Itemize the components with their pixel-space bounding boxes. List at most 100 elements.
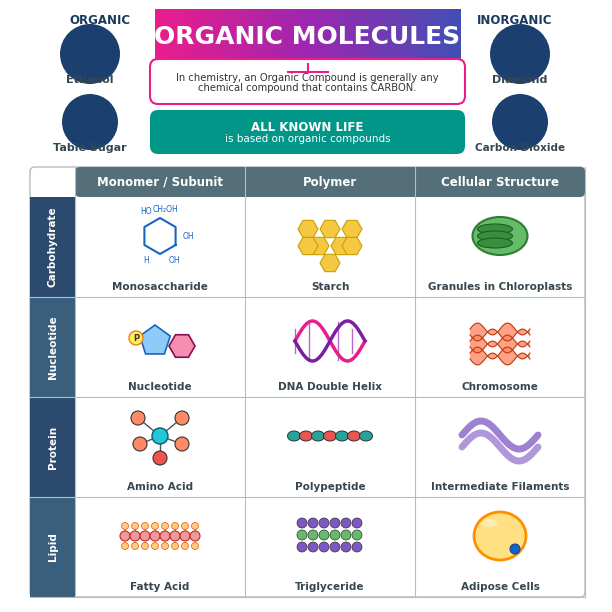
Polygon shape bbox=[320, 255, 340, 272]
Circle shape bbox=[490, 24, 550, 84]
Ellipse shape bbox=[472, 217, 528, 255]
Text: DNA Double Helix: DNA Double Helix bbox=[278, 382, 382, 392]
Bar bbox=[430, 9, 438, 64]
Bar bbox=[293, 9, 301, 64]
Polygon shape bbox=[331, 237, 351, 255]
Bar bbox=[346, 9, 354, 64]
Circle shape bbox=[319, 518, 329, 528]
Bar bbox=[30, 197, 75, 297]
Circle shape bbox=[341, 518, 351, 528]
Circle shape bbox=[140, 531, 150, 541]
Text: HO: HO bbox=[140, 207, 152, 216]
Circle shape bbox=[510, 544, 520, 554]
Bar bbox=[155, 9, 163, 64]
Circle shape bbox=[308, 542, 318, 552]
Polygon shape bbox=[169, 335, 195, 357]
Ellipse shape bbox=[477, 231, 512, 241]
Circle shape bbox=[160, 531, 170, 541]
Bar bbox=[452, 9, 461, 64]
Bar bbox=[170, 9, 179, 64]
Ellipse shape bbox=[474, 512, 526, 560]
Ellipse shape bbox=[299, 431, 313, 441]
Text: H: H bbox=[143, 256, 149, 265]
Bar bbox=[239, 9, 247, 64]
Circle shape bbox=[319, 530, 329, 540]
Circle shape bbox=[192, 523, 198, 529]
Text: Cellular Structure: Cellular Structure bbox=[441, 176, 559, 188]
Circle shape bbox=[170, 531, 180, 541]
Circle shape bbox=[319, 542, 329, 552]
Ellipse shape bbox=[477, 224, 512, 234]
Bar bbox=[30, 397, 75, 497]
Circle shape bbox=[352, 530, 362, 540]
Circle shape bbox=[182, 542, 188, 550]
Circle shape bbox=[162, 542, 168, 550]
Circle shape bbox=[330, 530, 340, 540]
Ellipse shape bbox=[312, 431, 324, 441]
Bar bbox=[223, 9, 232, 64]
Bar bbox=[269, 9, 278, 64]
Circle shape bbox=[330, 518, 340, 528]
Ellipse shape bbox=[477, 238, 512, 248]
Circle shape bbox=[330, 542, 340, 552]
Bar bbox=[338, 9, 346, 64]
Circle shape bbox=[308, 530, 318, 540]
Circle shape bbox=[120, 531, 130, 541]
Polygon shape bbox=[320, 220, 340, 237]
Circle shape bbox=[152, 428, 168, 444]
Bar bbox=[399, 9, 408, 64]
Circle shape bbox=[122, 523, 129, 529]
Circle shape bbox=[132, 523, 138, 529]
Circle shape bbox=[132, 542, 138, 550]
Text: Adipose Cells: Adipose Cells bbox=[461, 582, 539, 592]
Polygon shape bbox=[140, 325, 170, 354]
Circle shape bbox=[190, 531, 200, 541]
Circle shape bbox=[131, 411, 145, 425]
Circle shape bbox=[352, 542, 362, 552]
Text: Amino Acid: Amino Acid bbox=[127, 482, 193, 492]
Circle shape bbox=[152, 542, 159, 550]
Text: Ethanol: Ethanol bbox=[66, 75, 114, 85]
Text: Lipid: Lipid bbox=[48, 532, 58, 561]
Text: Nucleotide: Nucleotide bbox=[128, 382, 192, 392]
Bar bbox=[178, 9, 187, 64]
Bar bbox=[300, 9, 308, 64]
FancyBboxPatch shape bbox=[75, 167, 585, 197]
Circle shape bbox=[192, 542, 198, 550]
Bar bbox=[30, 297, 75, 397]
Circle shape bbox=[122, 542, 129, 550]
Bar bbox=[277, 9, 286, 64]
Text: chemical compound that contains CARBON.: chemical compound that contains CARBON. bbox=[198, 83, 417, 92]
Circle shape bbox=[153, 451, 167, 465]
Bar bbox=[185, 9, 194, 64]
Text: Monosaccharide: Monosaccharide bbox=[112, 282, 208, 292]
Bar bbox=[406, 9, 416, 64]
Bar bbox=[201, 9, 209, 64]
Ellipse shape bbox=[324, 431, 337, 441]
FancyBboxPatch shape bbox=[150, 59, 465, 104]
Circle shape bbox=[492, 94, 548, 150]
Text: Carbon Dioxide: Carbon Dioxide bbox=[475, 143, 565, 153]
Bar bbox=[307, 9, 316, 64]
Text: OH: OH bbox=[182, 231, 194, 241]
Text: CH₂OH: CH₂OH bbox=[152, 204, 178, 214]
FancyBboxPatch shape bbox=[150, 110, 465, 154]
Bar bbox=[285, 9, 293, 64]
Bar bbox=[437, 9, 446, 64]
Circle shape bbox=[297, 542, 307, 552]
Text: Intermediate Filaments: Intermediate Filaments bbox=[431, 482, 569, 492]
Text: ORGANIC MOLECULES: ORGANIC MOLECULES bbox=[154, 24, 461, 48]
Bar bbox=[231, 9, 240, 64]
Bar bbox=[353, 9, 362, 64]
Circle shape bbox=[171, 542, 179, 550]
Bar bbox=[216, 9, 225, 64]
Text: is based on organic compounds: is based on organic compounds bbox=[225, 134, 390, 144]
Circle shape bbox=[130, 531, 140, 541]
Circle shape bbox=[60, 24, 120, 84]
Ellipse shape bbox=[335, 431, 348, 441]
Circle shape bbox=[352, 518, 362, 528]
Bar bbox=[315, 9, 324, 64]
Text: Polymer: Polymer bbox=[303, 176, 357, 188]
Polygon shape bbox=[298, 220, 318, 237]
Circle shape bbox=[152, 523, 159, 529]
